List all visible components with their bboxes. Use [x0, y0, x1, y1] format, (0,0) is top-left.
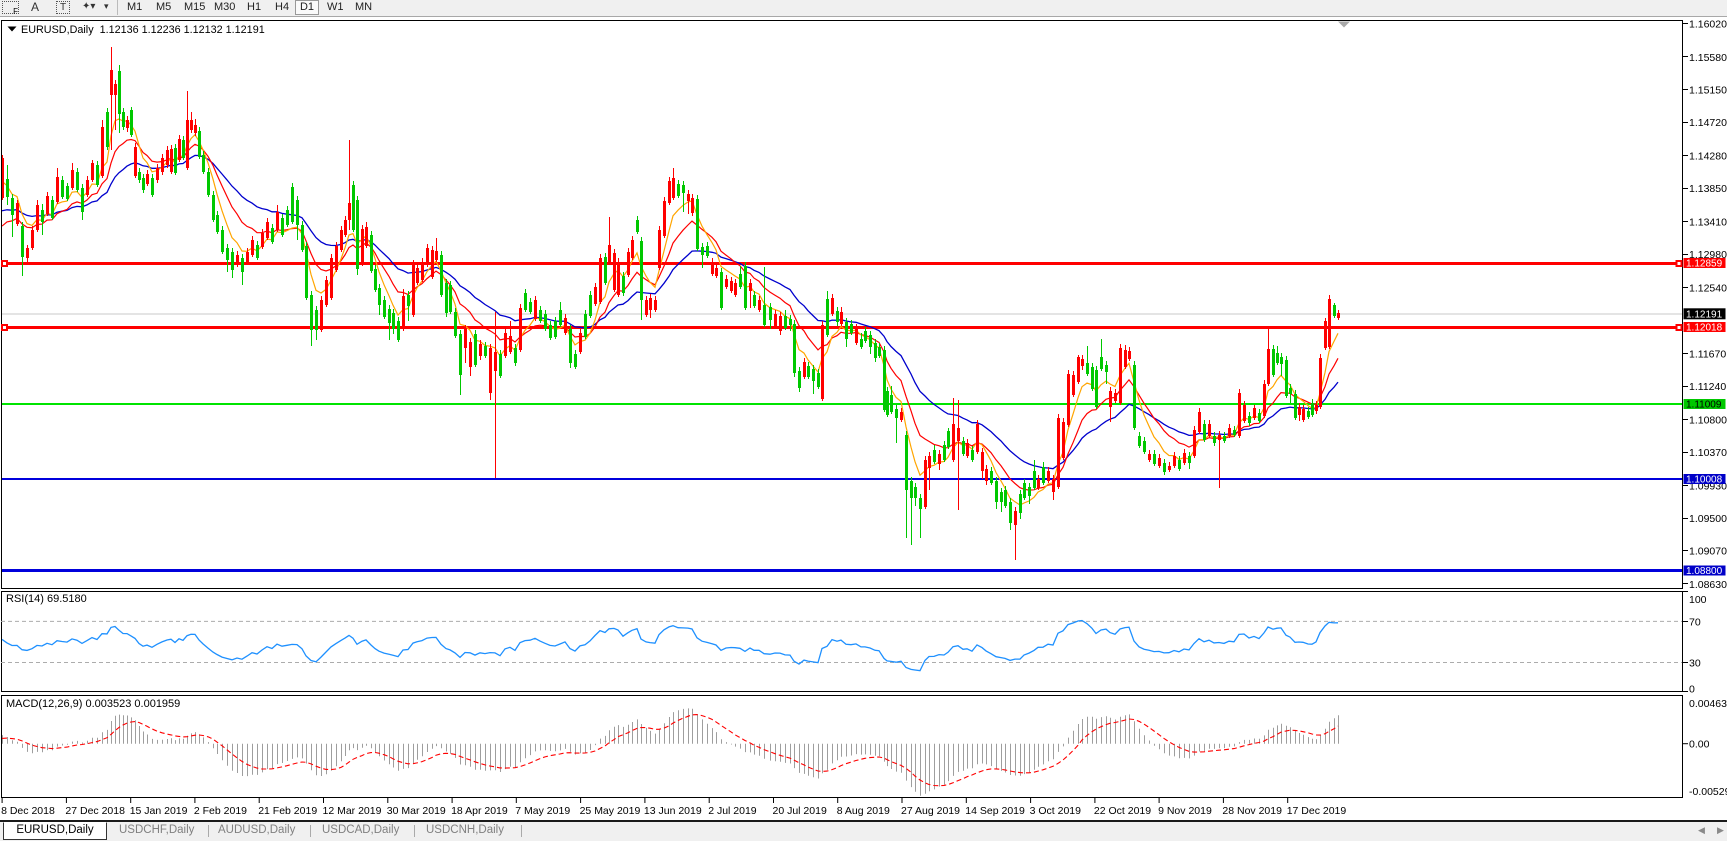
- svg-text:1.09070: 1.09070: [1689, 546, 1727, 558]
- svg-text:1.12859: 1.12859: [1686, 259, 1723, 270]
- svg-text:30 Mar 2019: 30 Mar 2019: [387, 805, 446, 817]
- svg-text:1.16020: 1.16020: [1689, 19, 1727, 31]
- svg-text:15 Jan 2019: 15 Jan 2019: [130, 805, 188, 817]
- svg-text:18 Apr 2019: 18 Apr 2019: [451, 805, 508, 817]
- svg-text:RSI(14) 69.5180: RSI(14) 69.5180: [6, 593, 87, 605]
- svg-text:EURUSD,Daily 1.12136 1.12236: EURUSD,Daily 1.12136 1.12236 1.12132 1.1…: [21, 24, 265, 36]
- svg-text:1.10008: 1.10008: [1686, 475, 1723, 486]
- svg-text:MACD(12,26,9) 0.003523 0.00195: MACD(12,26,9) 0.003523 0.001959: [6, 698, 180, 710]
- svg-text:1.13410: 1.13410: [1689, 217, 1727, 229]
- svg-text:1.12540: 1.12540: [1689, 283, 1727, 295]
- svg-text:1.14720: 1.14720: [1689, 117, 1727, 129]
- svg-text:13 Jun 2019: 13 Jun 2019: [644, 805, 702, 817]
- svg-text:2 Jul 2019: 2 Jul 2019: [708, 805, 757, 817]
- svg-text:0.00: 0.00: [1689, 739, 1710, 751]
- svg-text:-0.005299: -0.005299: [1689, 786, 1727, 798]
- svg-text:14 Sep 2019: 14 Sep 2019: [965, 805, 1025, 817]
- svg-text:12 Mar 2019: 12 Mar 2019: [323, 805, 382, 817]
- svg-text:27 Dec 2018: 27 Dec 2018: [65, 805, 125, 817]
- svg-text:1.15580: 1.15580: [1689, 52, 1727, 64]
- svg-text:1.08800: 1.08800: [1686, 566, 1723, 577]
- svg-text:20 Jul 2019: 20 Jul 2019: [773, 805, 827, 817]
- svg-text:0.00463: 0.00463: [1689, 698, 1727, 710]
- svg-text:27 Aug 2019: 27 Aug 2019: [901, 805, 960, 817]
- svg-text:1.09500: 1.09500: [1689, 513, 1727, 525]
- svg-text:8 Dec 2018: 8 Dec 2018: [1, 805, 55, 817]
- svg-text:9 Nov 2019: 9 Nov 2019: [1158, 805, 1212, 817]
- svg-text:70: 70: [1689, 616, 1701, 628]
- svg-text:1.12191: 1.12191: [1686, 309, 1723, 320]
- svg-text:1.10800: 1.10800: [1689, 414, 1727, 426]
- svg-text:1.11670: 1.11670: [1689, 349, 1726, 361]
- svg-text:1.10370: 1.10370: [1689, 447, 1727, 459]
- svg-text:8 Aug 2019: 8 Aug 2019: [837, 805, 890, 817]
- svg-text:17 Dec 2019: 17 Dec 2019: [1287, 805, 1347, 817]
- svg-text:1.12018: 1.12018: [1686, 323, 1723, 334]
- svg-text:21 Feb 2019: 21 Feb 2019: [258, 805, 317, 817]
- svg-text:25 May 2019: 25 May 2019: [580, 805, 641, 817]
- svg-text:1.08630: 1.08630: [1689, 579, 1727, 591]
- svg-text:100: 100: [1689, 594, 1707, 606]
- svg-text:0: 0: [1689, 684, 1695, 696]
- svg-text:1.13850: 1.13850: [1689, 183, 1727, 195]
- svg-text:1.11009: 1.11009: [1686, 400, 1722, 411]
- svg-text:22 Oct 2019: 22 Oct 2019: [1094, 805, 1151, 817]
- svg-text:28 Nov 2019: 28 Nov 2019: [1222, 805, 1282, 817]
- svg-text:30: 30: [1689, 658, 1701, 670]
- svg-text:1.14280: 1.14280: [1689, 151, 1727, 163]
- svg-text:2 Feb 2019: 2 Feb 2019: [194, 805, 247, 817]
- svg-text:1.15150: 1.15150: [1689, 85, 1727, 97]
- svg-text:3 Oct 2019: 3 Oct 2019: [1030, 805, 1082, 817]
- svg-text:1.11240: 1.11240: [1689, 381, 1726, 393]
- svg-text:7 May 2019: 7 May 2019: [515, 805, 570, 817]
